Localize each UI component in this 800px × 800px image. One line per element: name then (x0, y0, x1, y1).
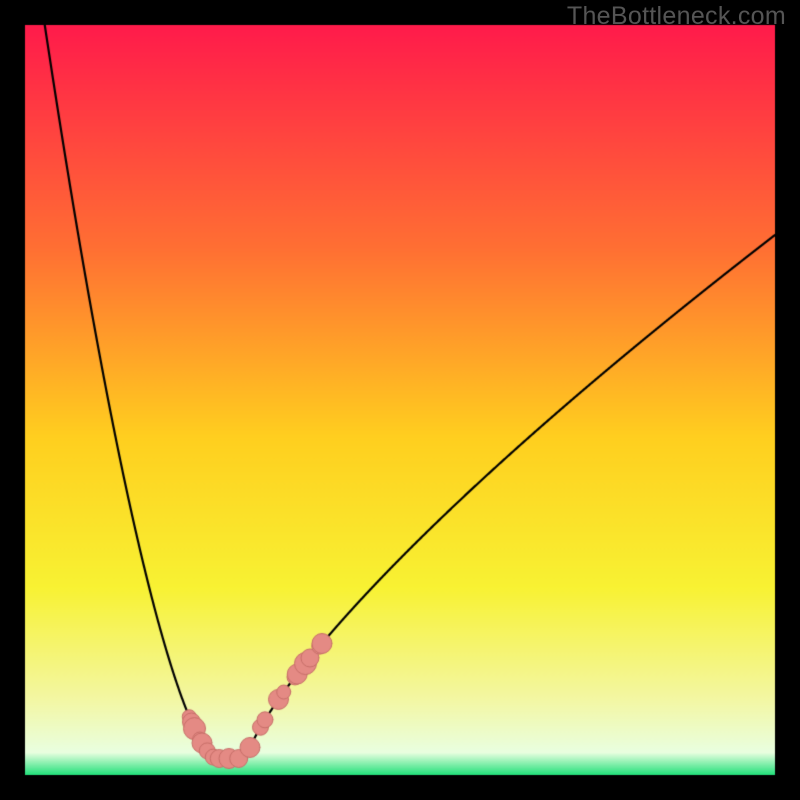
chart-canvas (0, 0, 800, 800)
watermark-text: TheBottleneck.com (567, 2, 786, 31)
chart-stage: TheBottleneck.com (0, 0, 800, 800)
